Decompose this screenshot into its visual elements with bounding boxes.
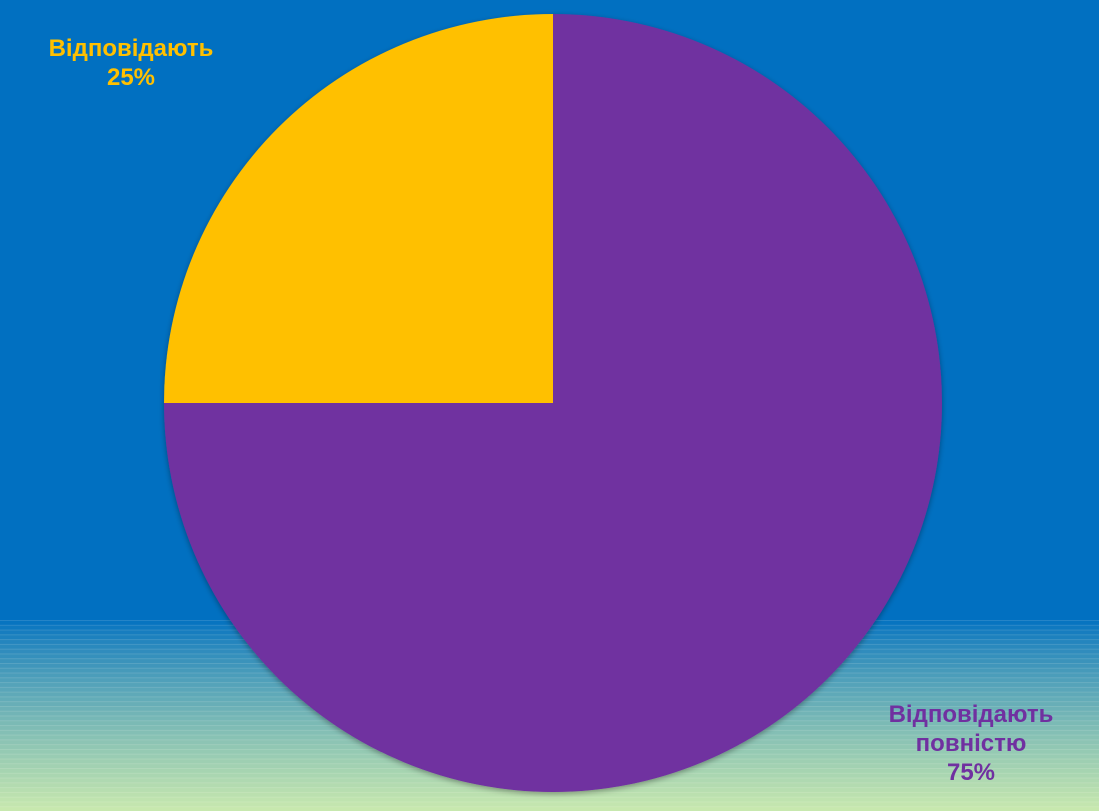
pie-slice-vidpovidayut-povnistyu — [164, 14, 942, 792]
background-band — [0, 791, 1099, 798]
background-band-line — [0, 791, 1099, 793]
background-band-line — [0, 796, 1099, 798]
slice-label-vidpovidayut-povnistyu-name-1: Відповідають — [888, 701, 1054, 728]
background-band — [0, 806, 1099, 811]
pie-slice-vidpovidayut — [164, 14, 553, 403]
slice-label-vidpovidayut-povnistyu-value: 75% — [946, 759, 996, 786]
background-band — [0, 801, 1099, 807]
slice-label-vidpovidayut-name: Відповідають — [48, 35, 214, 62]
slice-label-vidpovidayut: Відповідають 25% — [0, 34, 262, 92]
background-band-line — [0, 801, 1099, 803]
background-band — [0, 796, 1099, 803]
pie-slices — [164, 14, 942, 792]
slice-label-vidpovidayut-povnistyu: Відповідають повністю 75% — [840, 700, 1099, 787]
slice-label-vidpovidayut-povnistyu-name-2: повністю — [915, 730, 1027, 757]
slice-label-vidpovidayut-value: 25% — [106, 64, 156, 91]
background-band-line — [0, 806, 1099, 808]
